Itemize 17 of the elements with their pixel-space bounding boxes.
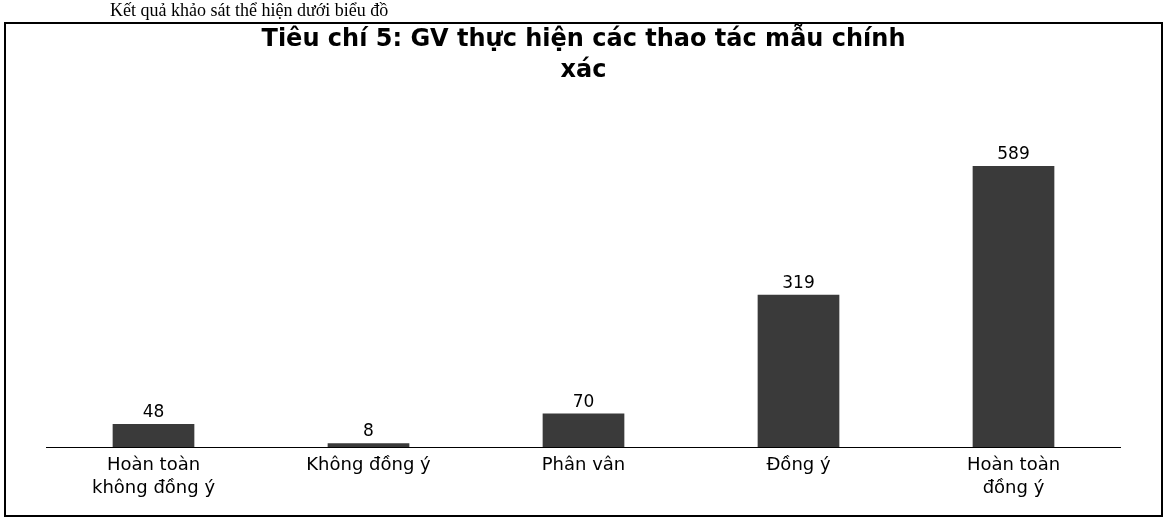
bar [112, 424, 195, 447]
x-tick-label: Phân vân [541, 452, 626, 474]
x-tick-label: Không đồng ý [306, 452, 432, 474]
data-label: 319 [782, 271, 815, 292]
x-tick-label: Hoàn toàn không đồng ý [91, 452, 216, 497]
bar [972, 166, 1055, 447]
chart-title: Tiêu chí 5: GV thực hiện các thao tác mẫu chính xác [261, 23, 906, 84]
data-label: 8 [363, 420, 374, 441]
data-label: 70 [572, 390, 595, 411]
bar [542, 413, 625, 447]
bar [757, 294, 840, 447]
x-tick-label: Hoàn toàn đồng ý [966, 452, 1061, 497]
data-label: 589 [997, 143, 1030, 164]
data-label: 48 [142, 401, 165, 422]
bar [327, 443, 410, 447]
x-tick-label: Đồng ý [766, 452, 831, 474]
text: Kết quả khảo sát thể hiện dưới biểu đồ [110, 0, 389, 21]
